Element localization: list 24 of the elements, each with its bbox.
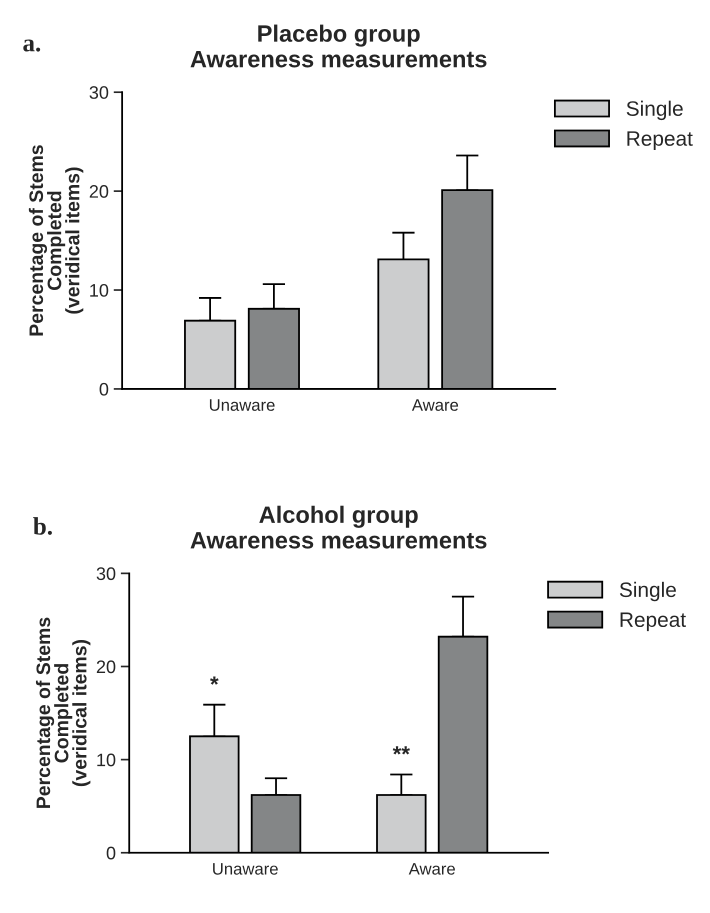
y-axis-title: Percentage of Stems Completed (veridical items) xyxy=(28,145,84,336)
y-axis-title: Percentage of Stems Completed (veridical items) xyxy=(36,618,90,808)
data-label: ** xyxy=(392,746,410,755)
x-tick-label: Unaware xyxy=(213,863,278,875)
text: b. xyxy=(33,517,52,535)
data-label: * xyxy=(210,676,219,685)
text: a. xyxy=(23,40,40,52)
y-tick-label: 20 xyxy=(90,185,108,198)
chart-title: Alcohol group Awareness measurements xyxy=(190,506,486,549)
y-tick-label: 10 xyxy=(90,284,108,297)
y-tick-label: 0 xyxy=(100,382,108,396)
y-tick-label: 20 xyxy=(96,660,116,674)
y-tick-label: 30 xyxy=(96,567,116,580)
y-tick-label: 10 xyxy=(97,754,116,766)
y-tick-label: 30 xyxy=(90,86,108,99)
y-tick-label: 0 xyxy=(106,846,116,860)
x-tick-label: Aware xyxy=(412,399,458,411)
legend-label: Repeat xyxy=(627,131,693,150)
legend-label: Repeat xyxy=(620,612,686,632)
x-tick-label: Aware xyxy=(408,863,455,875)
legend-label: Single xyxy=(620,582,676,602)
x-tick-label: Unaware xyxy=(210,399,275,411)
chart-title: Placebo group Awareness measurements xyxy=(190,24,486,68)
legend-label: Single xyxy=(626,100,683,120)
